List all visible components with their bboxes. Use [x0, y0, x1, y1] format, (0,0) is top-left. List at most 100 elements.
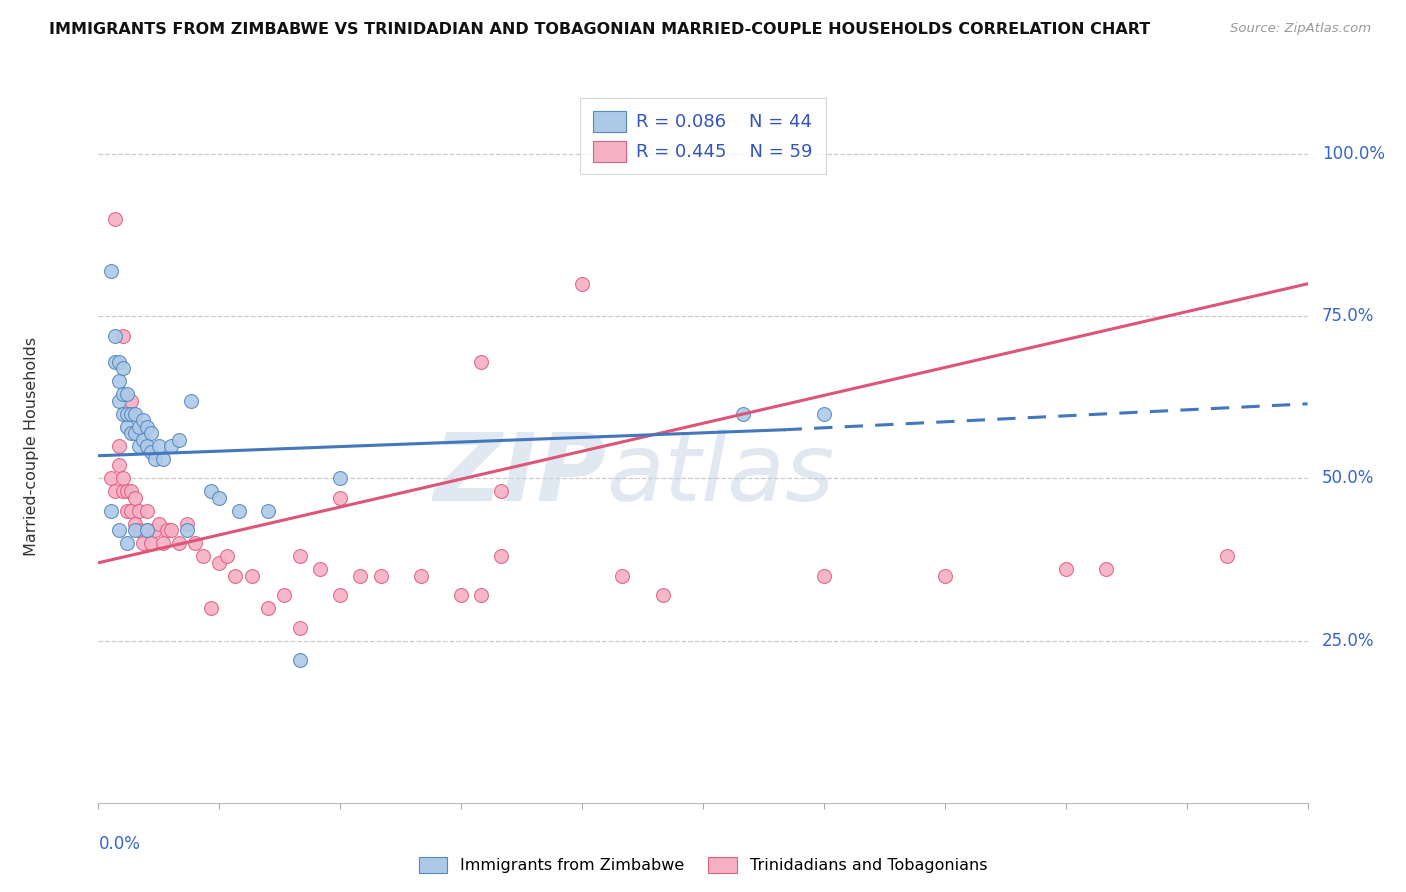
Point — [409, 568, 432, 582]
Point — [160, 439, 183, 453]
Point — [1095, 562, 1118, 576]
Point — [180, 393, 202, 408]
Point — [135, 504, 157, 518]
Point — [176, 524, 198, 538]
Point — [124, 524, 146, 538]
Point — [107, 393, 129, 408]
Point — [135, 439, 157, 453]
Text: Source: ZipAtlas.com: Source: ZipAtlas.com — [1230, 22, 1371, 36]
Point — [143, 452, 166, 467]
Point — [148, 516, 170, 531]
Point — [135, 524, 157, 538]
Point — [132, 413, 155, 427]
Point — [571, 277, 593, 291]
Text: 25.0%: 25.0% — [1322, 632, 1375, 649]
Point — [256, 504, 278, 518]
Legend: R = 0.086    N = 44, R = 0.445    N = 59: R = 0.086 N = 44, R = 0.445 N = 59 — [581, 98, 825, 174]
Point — [1054, 562, 1077, 576]
Point — [450, 588, 472, 602]
Point — [120, 393, 142, 408]
Point — [107, 374, 129, 388]
Point — [934, 568, 956, 582]
Point — [111, 484, 134, 499]
Text: atlas: atlas — [606, 429, 835, 520]
Point — [240, 568, 263, 582]
Point — [132, 433, 155, 447]
Point — [288, 621, 311, 635]
Point — [100, 504, 122, 518]
Point — [208, 556, 231, 570]
Point — [167, 536, 190, 550]
Point — [111, 471, 134, 485]
Point — [115, 484, 138, 499]
Point — [132, 536, 155, 550]
Point — [491, 549, 513, 564]
Point — [120, 484, 142, 499]
Point — [107, 458, 129, 473]
Text: Married-couple Households: Married-couple Households — [24, 336, 39, 556]
Point — [288, 653, 311, 667]
Point — [139, 445, 162, 459]
Point — [813, 407, 835, 421]
Point — [152, 452, 174, 467]
Point — [217, 549, 239, 564]
Point — [135, 419, 157, 434]
Point — [224, 568, 246, 582]
Point — [160, 524, 183, 538]
Point — [103, 354, 125, 368]
Text: 0.0%: 0.0% — [98, 835, 141, 853]
Text: 50.0%: 50.0% — [1322, 469, 1375, 487]
Point — [120, 425, 142, 440]
Point — [470, 588, 492, 602]
Point — [273, 588, 295, 602]
Point — [124, 425, 146, 440]
Point — [370, 568, 392, 582]
Point — [111, 328, 134, 343]
Point — [128, 439, 150, 453]
Point — [135, 524, 157, 538]
Point — [128, 504, 150, 518]
Point — [120, 504, 142, 518]
Point — [228, 504, 250, 518]
Point — [124, 407, 146, 421]
Point — [329, 471, 352, 485]
Point — [176, 516, 198, 531]
Point — [167, 433, 190, 447]
Point — [115, 387, 138, 401]
Point — [100, 471, 122, 485]
Point — [115, 504, 138, 518]
Point — [128, 419, 150, 434]
Point — [111, 387, 134, 401]
Point — [139, 425, 162, 440]
Point — [103, 328, 125, 343]
Point — [156, 524, 179, 538]
Point — [200, 484, 222, 499]
Point — [128, 524, 150, 538]
Point — [349, 568, 371, 582]
Point — [193, 549, 215, 564]
Point — [115, 419, 138, 434]
Point — [309, 562, 332, 576]
Point — [152, 536, 174, 550]
Point — [612, 568, 634, 582]
Point — [107, 524, 129, 538]
Point — [329, 588, 352, 602]
Point — [200, 601, 222, 615]
Point — [208, 491, 231, 505]
Point — [148, 439, 170, 453]
Point — [103, 211, 125, 226]
Text: 100.0%: 100.0% — [1322, 145, 1385, 163]
Point — [103, 484, 125, 499]
Point — [115, 536, 138, 550]
Point — [111, 361, 134, 376]
Legend: Immigrants from Zimbabwe, Trinidadians and Tobagonians: Immigrants from Zimbabwe, Trinidadians a… — [412, 850, 994, 880]
Text: 75.0%: 75.0% — [1322, 307, 1375, 326]
Point — [115, 407, 138, 421]
Point — [111, 407, 134, 421]
Point — [107, 354, 129, 368]
Point — [184, 536, 207, 550]
Point — [288, 549, 311, 564]
Point — [813, 568, 835, 582]
Point — [651, 588, 673, 602]
Point — [139, 536, 162, 550]
